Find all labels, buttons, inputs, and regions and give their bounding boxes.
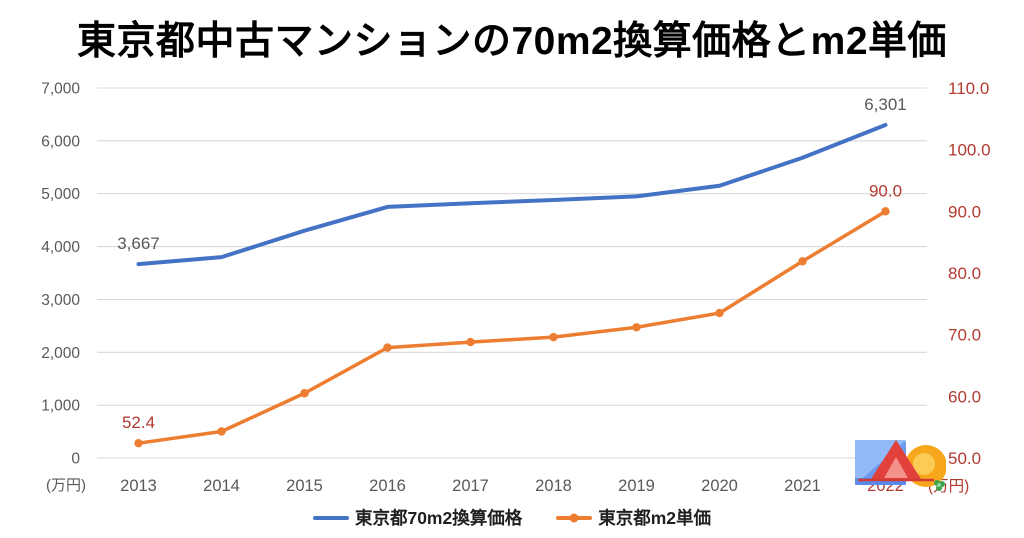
data-label: 90.0 <box>869 181 902 200</box>
x-axis-label: 2014 <box>203 477 240 495</box>
right-axis-tick: 70.0 <box>948 326 981 345</box>
data-point <box>300 389 309 398</box>
left-axis-tick: 0 <box>71 451 80 468</box>
data-label: 52.4 <box>122 413 155 432</box>
mountain-icon <box>871 440 921 479</box>
left-axis-tick: 4,000 <box>41 239 80 256</box>
right-axis-tick: 90.0 <box>948 202 981 221</box>
legend-label: 東京都70m2換算価格 <box>354 508 523 528</box>
x-axis-label: 2015 <box>286 477 323 495</box>
right-axis-tick: 60.0 <box>948 387 981 406</box>
data-point <box>881 207 890 216</box>
data-label: 6,301 <box>864 95 907 114</box>
x-axis-label: 2021 <box>784 477 821 495</box>
x-axis-label: 2016 <box>369 477 406 495</box>
blue-line-sample-icon <box>312 515 349 520</box>
data-point <box>549 332 558 342</box>
left-axis-tick: 1,000 <box>41 398 80 415</box>
x-axis-label: 2013 <box>120 477 157 495</box>
x-axis-label: 2020 <box>701 477 738 495</box>
x-axis-label: 2018 <box>535 477 572 495</box>
data-point <box>715 308 724 318</box>
right-axis-tick: 100.0 <box>948 141 991 160</box>
legend-item-m2: 東京都m2単価 <box>556 505 711 530</box>
data-point <box>383 343 392 352</box>
right-axis-tick: 80.0 <box>948 264 981 283</box>
left-axis-tick: 2,000 <box>41 345 80 362</box>
data-point <box>217 427 226 436</box>
left-axis-tick: 7,000 <box>41 81 80 98</box>
brand-logo <box>850 434 947 498</box>
marker-dot-icon <box>569 513 579 522</box>
left-axis-tick: 3,000 <box>41 292 80 309</box>
left-axis-tick: 6,000 <box>41 133 80 150</box>
left-axis-tick: 5,000 <box>41 186 80 203</box>
series-line-1 <box>136 209 888 445</box>
right-axis-tick: 110.0 <box>948 79 989 98</box>
data-label: 3,667 <box>117 234 160 253</box>
left-axis-unit: (万円) <box>46 477 86 494</box>
x-axis-label: 2017 <box>452 477 489 495</box>
orange-line-sample-icon <box>556 513 593 522</box>
data-point <box>134 439 143 448</box>
x-axis-label: 2019 <box>618 477 655 495</box>
data-point <box>632 323 641 332</box>
legend-label: 東京都m2単価 <box>598 508 712 528</box>
series-line-0 <box>136 122 888 267</box>
data-point <box>466 337 475 347</box>
data-point <box>798 257 807 266</box>
clover-icon <box>934 480 945 491</box>
legend-item-70m2: 東京都70m2換算価格 <box>312 505 523 530</box>
right-axis-tick: 50.0 <box>948 449 981 468</box>
chart-title: 東京都中古マンションの70m2換算価格とm2単価 <box>76 20 948 63</box>
chart-legend: 東京都70m2換算価格 東京都m2単価 <box>0 505 1024 530</box>
